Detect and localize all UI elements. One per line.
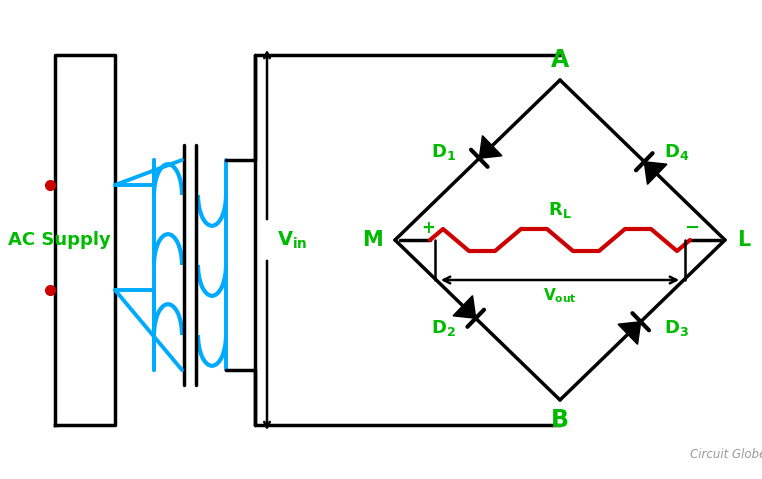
Text: $\mathbf{D_4}$: $\mathbf{D_4}$ xyxy=(664,142,690,162)
Text: $\mathbf{V_{out}}$: $\mathbf{V_{out}}$ xyxy=(543,286,577,305)
Text: +: + xyxy=(421,219,435,237)
Text: Circuit Globe: Circuit Globe xyxy=(690,448,762,461)
Text: M: M xyxy=(362,230,383,250)
Text: A: A xyxy=(551,48,569,72)
Polygon shape xyxy=(453,296,475,318)
Polygon shape xyxy=(645,162,667,184)
Text: L: L xyxy=(737,230,751,250)
Polygon shape xyxy=(618,322,641,344)
Text: $\mathbf{D_1}$: $\mathbf{D_1}$ xyxy=(431,142,456,162)
Text: $\mathbf{V_{in}}$: $\mathbf{V_{in}}$ xyxy=(277,229,308,251)
Polygon shape xyxy=(479,136,502,158)
Text: B: B xyxy=(551,408,569,432)
Text: AC Supply: AC Supply xyxy=(8,231,110,249)
Text: $\mathbf{D_3}$: $\mathbf{D_3}$ xyxy=(664,318,690,338)
Text: −: − xyxy=(684,219,700,237)
Text: $\mathbf{D_2}$: $\mathbf{D_2}$ xyxy=(431,318,456,338)
Text: $\mathbf{R_L}$: $\mathbf{R_L}$ xyxy=(548,200,572,220)
